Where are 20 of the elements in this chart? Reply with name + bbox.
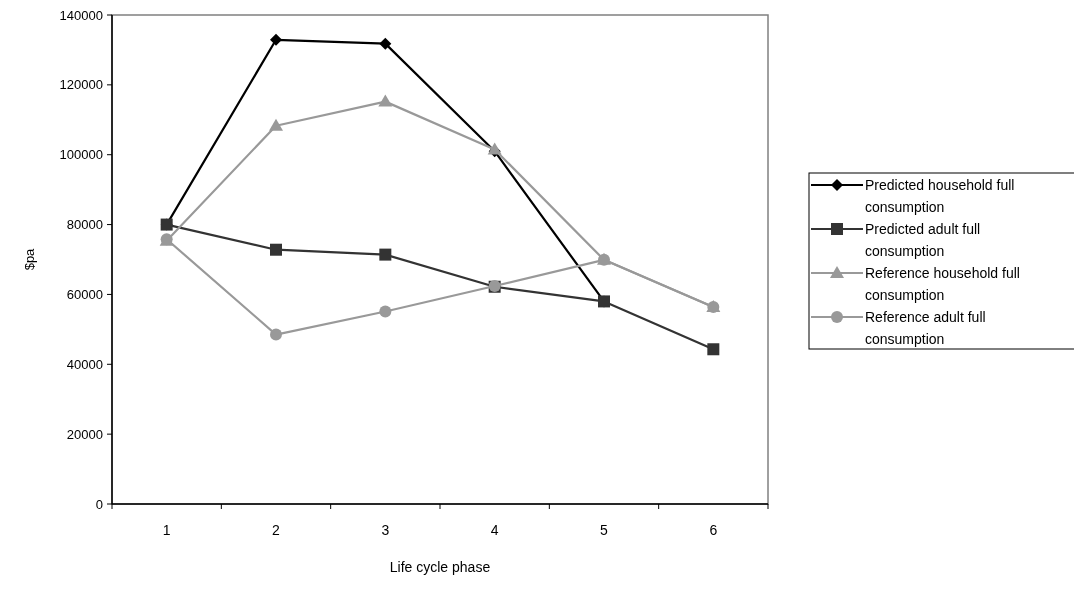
legend-label: Reference adult full consumption [865,308,986,347]
legend-label: Predicted adult full consumption [865,220,981,259]
y-tick-label: 20000 [66,426,103,442]
legend-label: Predicted household full consumption [865,176,1015,215]
y-tick-label: 80000 [66,217,103,233]
y-tick-label: 40000 [66,356,103,372]
y-tick-label: 120000 [59,77,103,93]
y-tick-label: 60000 [66,286,103,302]
x-tick-label: 4 [490,522,499,538]
x-axis-title: Life cycle phase [389,559,491,575]
y-tick-label: 140000 [59,7,103,23]
y-tick-label: 100000 [59,147,103,163]
x-tick-label: 5 [600,522,609,538]
x-tick-label: 6 [709,522,718,538]
x-tick-label: 1 [162,522,171,538]
y-tick-label: 0 [95,496,103,512]
legend-label: Reference household full consumption [865,264,1020,303]
x-tick-label: 3 [381,522,390,538]
y-axis-title: $pa [22,247,37,271]
x-tick-label: 2 [272,522,281,538]
